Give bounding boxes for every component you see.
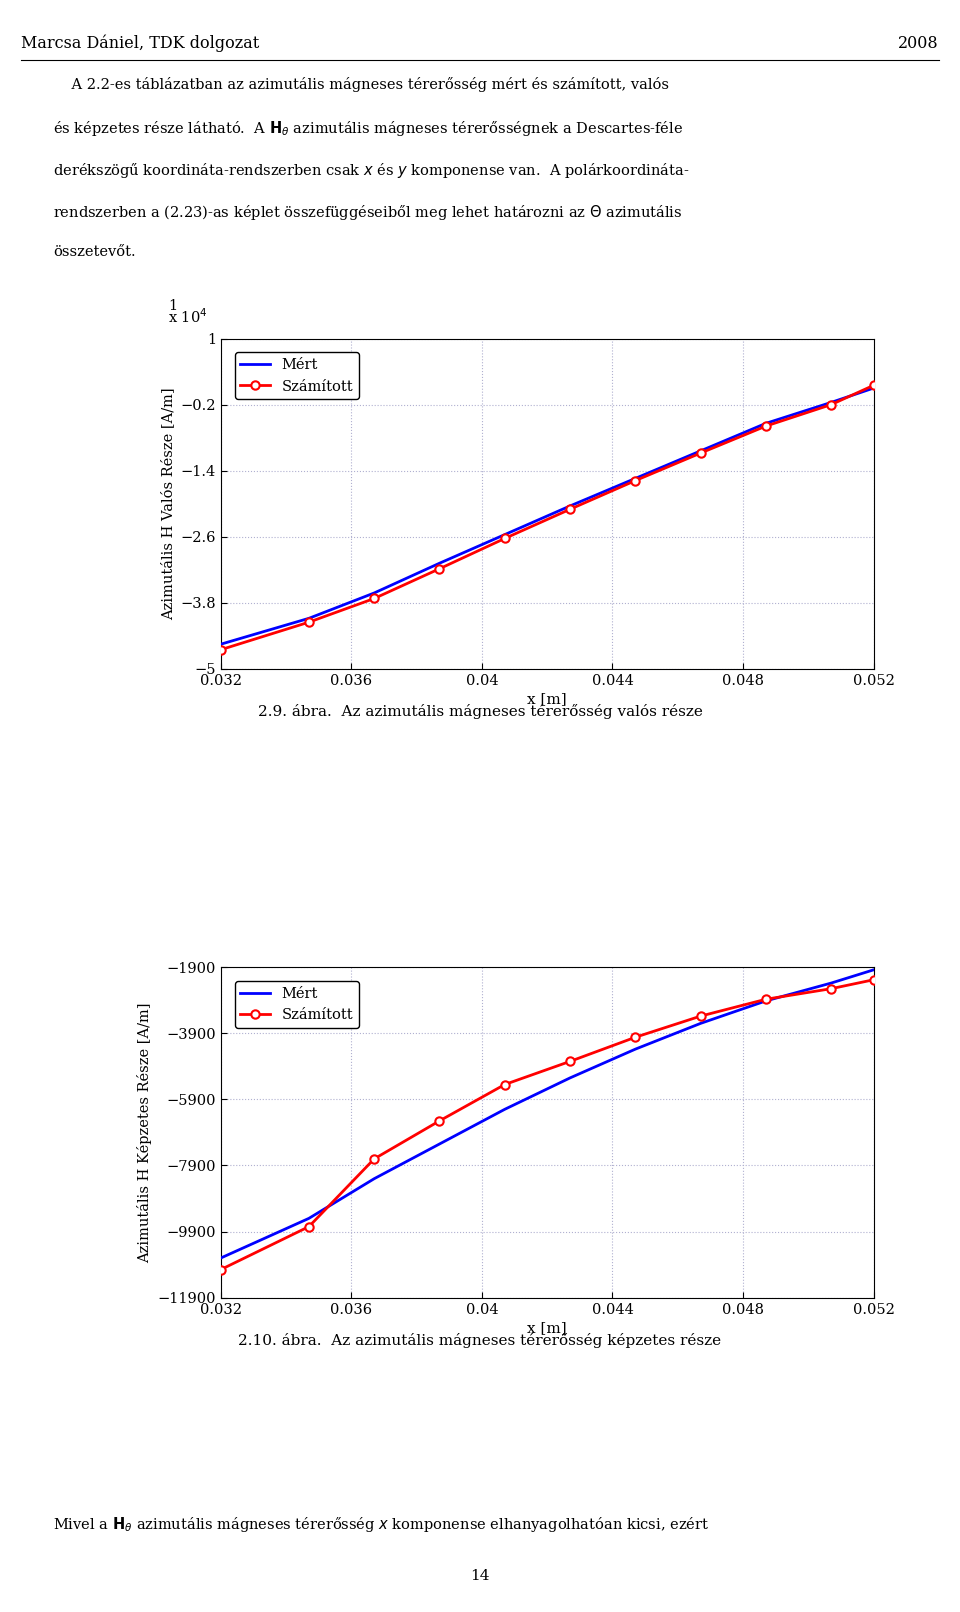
Text: összetevőt.: összetevőt.	[53, 245, 135, 260]
Mért	[760, 991, 772, 1011]
Text: derékszögű koordináta-rendszerben csak $x$ és $y$ komponense van.  A polárkoordi: derékszögű koordináta-rendszerben csak $…	[53, 161, 689, 181]
X-axis label: x [m]: x [m]	[527, 1320, 567, 1335]
Text: és képzetes része látható.  A $\mathbf{H}_\theta$ azimutális mágneses térerősség: és képzetes része látható. A $\mathbf{H}…	[53, 119, 683, 139]
Számított	[760, 990, 772, 1009]
Text: Marcsa Dániel, TDK dolgozat: Marcsa Dániel, TDK dolgozat	[21, 34, 259, 52]
Számított	[303, 1217, 315, 1236]
Mért	[215, 635, 227, 654]
Számított	[215, 1261, 227, 1280]
Számított	[434, 1111, 445, 1130]
Számított	[760, 416, 772, 435]
Számított	[868, 376, 879, 395]
Mért	[760, 414, 772, 434]
Line: Mért: Mért	[221, 970, 874, 1257]
Mért	[630, 469, 641, 488]
Számított	[826, 395, 837, 414]
Mért	[499, 1099, 511, 1119]
Mért	[564, 1069, 576, 1088]
Számított	[303, 613, 315, 632]
Text: x 10$^4$: x 10$^4$	[168, 306, 207, 326]
Mért	[369, 1169, 380, 1188]
X-axis label: x [m]: x [m]	[527, 692, 567, 706]
Mért	[215, 1248, 227, 1267]
Mért	[434, 1135, 445, 1154]
Számított	[630, 471, 641, 490]
Számított	[215, 640, 227, 659]
Legend: Mért, Számított: Mért, Számított	[234, 982, 359, 1028]
Mért	[868, 961, 879, 980]
Text: Mivel a $\mathbf{H}_\theta$ azimutális mágneses térerősség $x$ komponense elhany: Mivel a $\mathbf{H}_\theta$ azimutális m…	[53, 1515, 708, 1535]
Y-axis label: Azimutális H Valós Része [A/m]: Azimutális H Valós Része [A/m]	[160, 387, 175, 621]
Text: rendszerben a (2.23)-as képlet összefüggéseiből meg lehet határozni az $\Theta$ : rendszerben a (2.23)-as képlet összefügg…	[53, 203, 683, 222]
Text: A 2.2-es táblázatban az azimutális mágneses térerősség mért és számított, valós: A 2.2-es táblázatban az azimutális mágne…	[53, 77, 669, 92]
Line: Számított: Számított	[217, 975, 877, 1273]
Mért	[369, 584, 380, 603]
Mért	[826, 393, 837, 413]
Számított	[630, 1027, 641, 1046]
Számított	[434, 559, 445, 579]
Mért	[868, 379, 879, 398]
Legend: Mért, Számított: Mért, Számított	[234, 353, 359, 400]
Text: 14: 14	[470, 1568, 490, 1583]
Text: 1: 1	[168, 298, 178, 313]
Számított	[499, 529, 511, 548]
Mért	[630, 1040, 641, 1059]
Mért	[695, 442, 707, 461]
Mért	[564, 496, 576, 516]
Line: Mért: Mért	[221, 388, 874, 645]
Text: 2008: 2008	[899, 34, 939, 52]
Line: Számított: Számított	[217, 380, 877, 654]
Számított	[369, 1149, 380, 1169]
Számított	[868, 970, 879, 990]
Számított	[695, 443, 707, 463]
Számított	[826, 978, 837, 998]
Y-axis label: Azimutális H Képzetes Része [A/m]: Azimutális H Képzetes Része [A/m]	[137, 1003, 152, 1262]
Text: 2.10. ábra.  Az azimutális mágneses térerősség képzetes része: 2.10. ábra. Az azimutális mágneses térer…	[238, 1333, 722, 1348]
Mért	[695, 1014, 707, 1033]
Mért	[303, 1209, 315, 1228]
Számított	[695, 1006, 707, 1025]
Mért	[499, 526, 511, 545]
Számított	[499, 1075, 511, 1095]
Mért	[826, 974, 837, 993]
Számított	[564, 1051, 576, 1070]
Text: 2.9. ábra.  Az azimutális mágneses térerősség valós része: 2.9. ábra. Az azimutális mágneses térerő…	[257, 704, 703, 719]
Számított	[369, 588, 380, 608]
Mért	[434, 553, 445, 572]
Számított	[564, 500, 576, 519]
Mért	[303, 609, 315, 629]
